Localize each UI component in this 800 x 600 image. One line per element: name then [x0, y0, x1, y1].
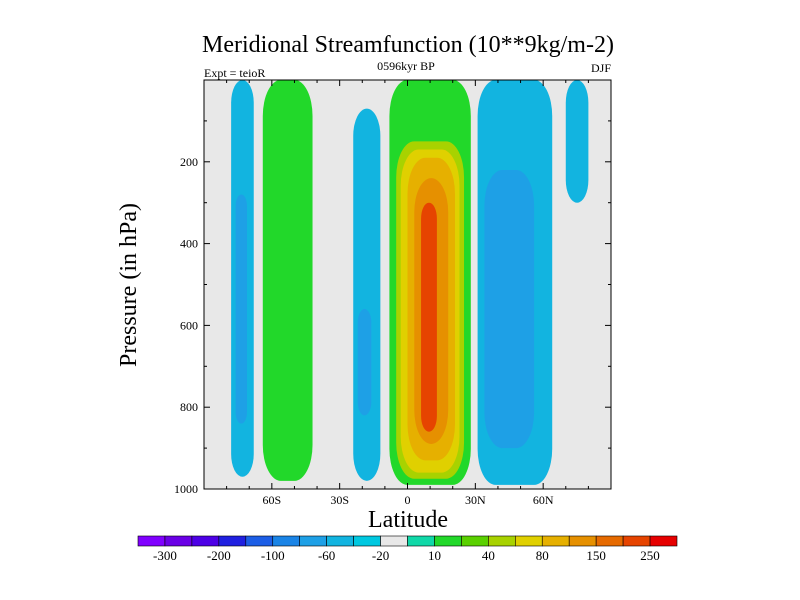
colorbar-swatch [568, 535, 597, 547]
colorbar-swatch [541, 535, 570, 547]
y-axis-label: Pressure (in hPa) [116, 203, 142, 367]
colorbar-label: 150 [586, 548, 606, 563]
y-tick-label: 400 [180, 237, 198, 251]
time-label: 0596kyr BP [377, 59, 435, 73]
colorbar-label: -300 [153, 548, 177, 563]
colorbar-swatch [380, 535, 408, 547]
colorbar-swatch [191, 535, 220, 547]
chart-title: Meridional Streamfunction (10**9kg/m-2) [202, 32, 614, 58]
x-tick-label: 0 [405, 493, 411, 507]
contour-band-14 [565, 80, 589, 203]
contour-layer [231, 80, 589, 485]
tick-layer: 60S 30S 0 30N 60N 200 400 600 800 1000 [174, 80, 611, 507]
colorbar-swatch [218, 535, 247, 547]
colorbar-swatch [595, 535, 624, 547]
x-tick-label: 30N [465, 493, 486, 507]
colorbar-label: 40 [482, 548, 495, 563]
x-tick-label: 30S [330, 493, 349, 507]
x-tick-label: 60N [533, 493, 554, 507]
colorbar-swatch [326, 535, 354, 547]
colorbar-swatch [488, 535, 516, 547]
colorbar-swatch [353, 535, 381, 547]
colorbar-swatch [245, 535, 274, 547]
colorbar: -300 -200 -100 -60 -20 10 40 80 150 250 [137, 535, 678, 563]
season-label: DJF [591, 61, 611, 75]
colorbar-swatch [514, 535, 543, 547]
x-tick-label: 60S [262, 493, 281, 507]
y-tick-label: 800 [180, 400, 198, 414]
colorbar-swatch [461, 535, 489, 547]
y-tick-label: 600 [180, 318, 198, 332]
colorbar-swatch [622, 535, 651, 547]
colorbar-label: 80 [536, 548, 549, 563]
y-tick-label: 1000 [174, 482, 198, 496]
contour-band-3 [262, 80, 313, 481]
y-tick-label: 200 [180, 155, 198, 169]
colorbar-label: -200 [207, 548, 231, 563]
colorbar-label: -100 [261, 548, 285, 563]
contour-band-2 [235, 194, 247, 424]
colorbar-swatch [407, 535, 435, 547]
colorbar-label: 10 [428, 548, 441, 563]
colorbar-swatch [434, 535, 462, 547]
contour-band-4 [353, 108, 381, 481]
colorbar-swatch [137, 535, 166, 547]
colorbar-label: -20 [372, 548, 389, 563]
x-axis-label: Latitude [368, 507, 448, 533]
colorbar-swatch [164, 535, 193, 547]
colorbar-swatch [272, 535, 301, 547]
colorbar-label: -60 [318, 548, 335, 563]
experiment-label: Expt = teioR [204, 66, 265, 80]
contour-band-11 [421, 202, 437, 432]
contour-band-13 [484, 169, 535, 449]
colorbar-swatch [649, 535, 678, 547]
colorbar-swatch [299, 535, 327, 547]
contour-band-5 [357, 309, 372, 416]
colorbar-label: 250 [640, 548, 660, 563]
